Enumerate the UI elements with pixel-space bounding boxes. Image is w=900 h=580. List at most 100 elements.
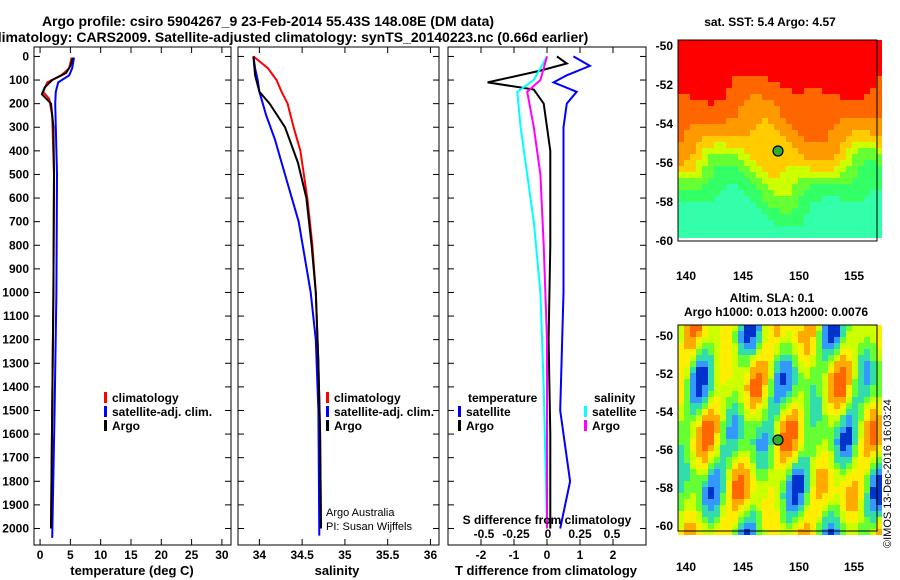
map-cell (846, 82, 852, 88)
map-cell (756, 469, 762, 475)
map-cell (870, 130, 876, 136)
map-cell (744, 427, 750, 433)
map-cell (834, 94, 840, 100)
map-cell (828, 136, 834, 142)
temperature-panel-frame (33, 46, 232, 546)
map-cell (804, 367, 810, 373)
map-cell (804, 220, 810, 226)
map-cell (756, 172, 762, 178)
map-cell (750, 337, 756, 343)
map-cell (702, 58, 708, 64)
map-cell (798, 499, 804, 505)
map-cell (714, 457, 720, 463)
map-cell (798, 94, 804, 100)
map-cell (684, 397, 690, 403)
map-cell (738, 379, 744, 385)
map-cell (744, 475, 750, 481)
map-cell (732, 403, 738, 409)
map-cell (708, 349, 714, 355)
map-cell (756, 355, 762, 361)
map-cell (798, 118, 804, 124)
map-cell (690, 529, 696, 535)
map-cell (678, 511, 684, 517)
x-tick-labels: 0 5 10 15 20 25 30 34 34.5 35 35.5 36 -2 -1 0 1 2 (37, 548, 617, 562)
map-cell (822, 148, 828, 154)
map-cell (870, 379, 876, 385)
map-cell (690, 64, 696, 70)
map-cell (690, 148, 696, 154)
map-cell (876, 58, 882, 64)
map-cell (798, 505, 804, 511)
map-cell (780, 220, 786, 226)
map-cell (702, 523, 708, 529)
map-cell (768, 232, 774, 238)
map-cell (696, 421, 702, 427)
map-cell (702, 331, 708, 337)
map-cell (816, 64, 822, 70)
map-cell (792, 166, 798, 172)
map-cell (708, 172, 714, 178)
map-cell (756, 445, 762, 451)
map-cell (858, 106, 864, 112)
map-cell (828, 148, 834, 154)
map-cell (690, 166, 696, 172)
depth-tick-label: 200 (9, 97, 29, 111)
map-cell (756, 403, 762, 409)
map-cell (810, 112, 816, 118)
map-cell (714, 172, 720, 178)
map-cell (702, 487, 708, 493)
map-cell (768, 172, 774, 178)
map-cell (732, 355, 738, 361)
map-cell (720, 487, 726, 493)
map-cell (768, 142, 774, 148)
map-cell (780, 391, 786, 397)
map-cell (696, 367, 702, 373)
map-cell (816, 349, 822, 355)
map-cell (846, 361, 852, 367)
map-cell (780, 160, 786, 166)
map-cell (684, 385, 690, 391)
map-cell (870, 142, 876, 148)
map-cell (696, 82, 702, 88)
map-tick: -60 (656, 519, 674, 533)
map-cell (792, 379, 798, 385)
map-cell (690, 94, 696, 100)
map-cell (846, 421, 852, 427)
map-cell (870, 349, 876, 355)
map-cell (804, 208, 810, 214)
map-cell (852, 124, 858, 130)
map-cell (840, 208, 846, 214)
map-cell (732, 481, 738, 487)
map-cell (840, 505, 846, 511)
map-cell (846, 202, 852, 208)
map-cell (786, 172, 792, 178)
map-cell (774, 226, 780, 232)
map-cell (720, 154, 726, 160)
map-cell (690, 100, 696, 106)
map-cell (840, 415, 846, 421)
map-cell (690, 214, 696, 220)
map-cell (684, 88, 690, 94)
map-cell (684, 361, 690, 367)
map-cell (834, 493, 840, 499)
map-cell (726, 505, 732, 511)
map-cell (792, 325, 798, 331)
map-cell (804, 88, 810, 94)
depth-tick-label: 1000 (2, 285, 29, 299)
map-cell (804, 172, 810, 178)
map-cell (768, 505, 774, 511)
map-cell (876, 397, 882, 403)
map-cell (708, 154, 714, 160)
map-cell (786, 409, 792, 415)
map-cell (852, 343, 858, 349)
map-cell (780, 40, 786, 46)
t-difference-axis-label: T difference from climatology (455, 563, 638, 578)
map-cell (792, 385, 798, 391)
map-cell (708, 208, 714, 214)
map-cell (714, 166, 720, 172)
map-cell (720, 208, 726, 214)
map-cell (840, 487, 846, 493)
map-cell (702, 64, 708, 70)
map-cell (690, 361, 696, 367)
map-cell (714, 337, 720, 343)
